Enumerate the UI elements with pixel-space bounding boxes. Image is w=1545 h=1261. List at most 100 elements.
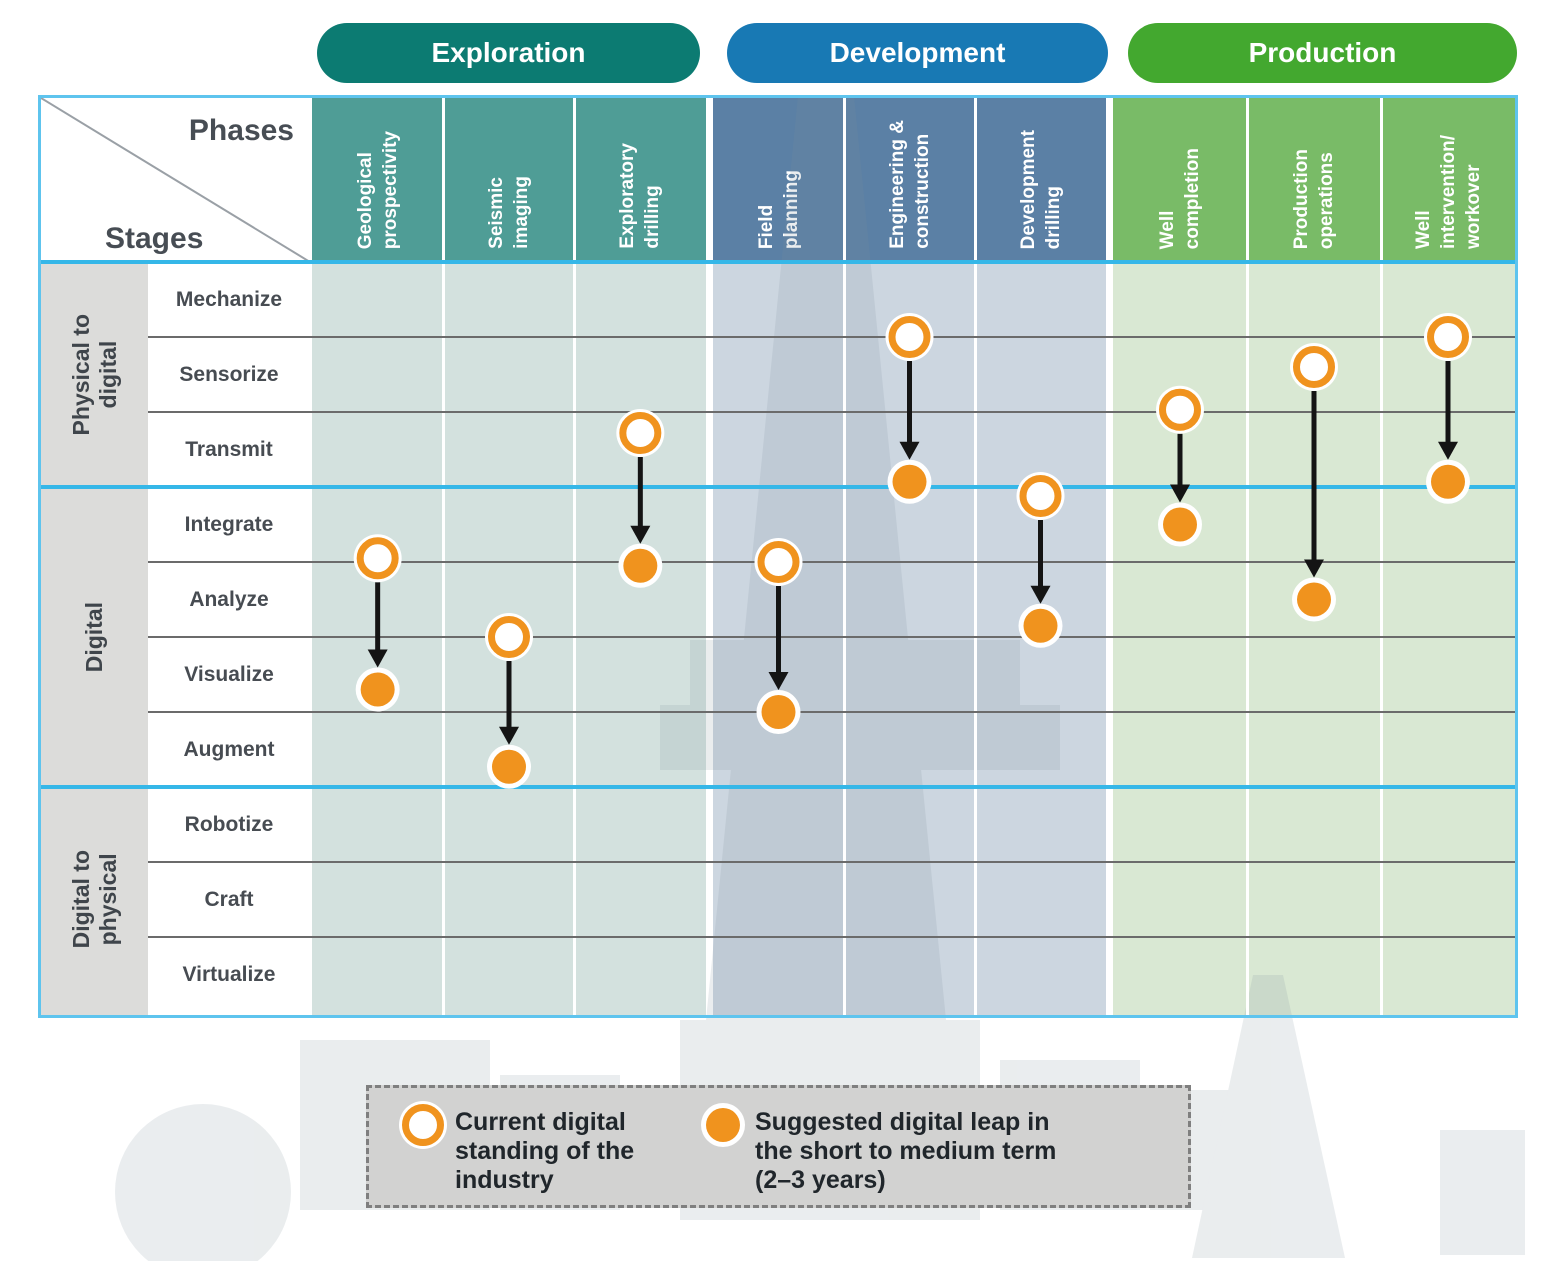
column-separator — [441, 98, 445, 1015]
stage-label-augment: Augment — [183, 737, 275, 761]
stage-label-virtualize: Virtualize — [182, 962, 276, 986]
diagonal-divider — [41, 98, 310, 262]
column-header-exploratory-drilling: Exploratory drilling — [575, 98, 706, 262]
suggested-leap-marker — [1023, 608, 1058, 643]
column-header-label: Production operations — [1291, 148, 1337, 249]
filled-legend-marker — [706, 1107, 740, 1142]
stage-label-mechanize: Mechanize — [175, 287, 283, 311]
current-standing-marker — [1159, 388, 1201, 431]
group-separator-line — [41, 785, 1515, 789]
leap-marker-production-operations — [1290, 343, 1338, 622]
leap-arrowhead — [1030, 585, 1051, 604]
legend-item-current: Current digital standing of the industry — [397, 1099, 697, 1195]
stage-label-sensorize: Sensorize — [179, 362, 279, 386]
legend-label-target: Suggested digital leap in the short to m… — [755, 1107, 1057, 1194]
column-header-label: Development drilling — [1017, 129, 1064, 249]
stage-label-craft: Craft — [204, 887, 254, 911]
column-header-development-drilling: Development drilling — [975, 98, 1106, 262]
current-standing-marker — [1427, 316, 1469, 358]
column-header-label: Engineering & construction — [886, 120, 933, 249]
suggested-leap-marker — [1431, 464, 1465, 499]
phase-header-band: Well completion Production operations Well… — [1113, 98, 1515, 262]
leap-marker-well-intervention-workover — [1424, 313, 1472, 504]
filled-circle-icon — [701, 1102, 745, 1147]
leap-marker-engineering-construction — [885, 313, 934, 504]
column-header-label: Field planning — [755, 169, 802, 249]
suggested-leap-marker — [1297, 582, 1331, 617]
maturity-matrix: Phases Stages Physical to digital Digital… — [38, 95, 1518, 1018]
leap-marker-development-drilling — [1016, 472, 1065, 648]
column-header-engineering-construction: Engineering & construction — [844, 98, 975, 262]
stage-separator-line — [148, 711, 1515, 713]
stage-separator-line — [148, 336, 1515, 338]
leap-arrowhead — [1438, 441, 1458, 460]
suggested-leap-marker — [360, 672, 395, 707]
corner-cell: Phases Stages — [41, 98, 310, 262]
column-separator — [973, 98, 977, 1015]
stage-separator-line — [148, 936, 1515, 938]
phase-pill-production: Production — [1128, 23, 1517, 83]
suggested-leap-marker — [492, 749, 526, 784]
group-separator-line — [41, 260, 1515, 264]
phase-header-band: Geological prospectivity Seismic imaging E… — [312, 98, 706, 262]
leap-marker-well-completion — [1156, 385, 1204, 547]
stage-label-column: Mechanize Sensorize Transmit Integrate Analy… — [148, 262, 310, 1015]
leap-arrowhead — [899, 441, 920, 460]
suggested-leap-marker — [892, 464, 927, 499]
leap-marker-field-planning — [754, 538, 803, 734]
legend-label-current: Current digital standing of the industry — [455, 1107, 635, 1194]
column-separator — [842, 98, 846, 1015]
phase-pill-development: Development — [727, 23, 1108, 83]
current-standing-marker — [757, 541, 800, 583]
current-standing-marker — [619, 412, 662, 454]
column-header-seismic-imaging: Seismic imaging — [443, 98, 574, 262]
column-separator — [573, 98, 577, 1015]
stage-label-robotize: Robotize — [184, 812, 274, 836]
leap-marker-geological-prospectivity — [353, 534, 402, 712]
matrix-body: Phases Stages Physical to digital Digital… — [41, 98, 1515, 1015]
open-circle-icon — [399, 1100, 447, 1149]
stage-separator-line — [148, 411, 1515, 413]
stage-group-column: Physical to digital Digital Digital to phy… — [41, 262, 148, 1015]
suggested-leap-marker — [761, 695, 796, 729]
leap-marker-exploratory-drilling — [616, 409, 665, 588]
column-separator — [1245, 98, 1249, 1015]
stage-label-analyze: Analyze — [189, 587, 269, 611]
stage-separator-line — [148, 561, 1515, 563]
leap-arrowhead — [1170, 484, 1190, 503]
group-separator-line — [41, 485, 1515, 489]
storage-sphere-silhouette — [115, 1104, 291, 1261]
column-separator — [1379, 98, 1383, 1015]
stage-label-integrate: Integrate — [184, 512, 274, 536]
column-header-geological-prospectivity: Geological prospectivity — [312, 98, 443, 262]
stage-separator-line — [148, 861, 1515, 863]
current-standing-marker — [1019, 475, 1062, 517]
column-header-well-completion: Well completion — [1113, 98, 1247, 262]
column-header-label: Exploratory drilling — [617, 143, 664, 249]
leap-arrowhead — [768, 672, 789, 690]
column-header-label: Well completion — [1157, 147, 1203, 249]
current-standing-marker — [356, 537, 399, 580]
stage-label-visualize: Visualize — [184, 662, 274, 686]
column-header-well-intervention-workover: Well intervention/ workover — [1381, 98, 1515, 262]
leap-arrowhead — [630, 525, 651, 544]
stage-separator-line — [148, 636, 1515, 638]
current-standing-marker — [1293, 346, 1335, 388]
column-header-label: Well intervention/ workover — [1412, 134, 1484, 249]
phases-axis-label: Phases — [188, 114, 294, 147]
open-legend-marker — [402, 1103, 444, 1146]
phase-header-band: Field planning Engineering & construction… — [713, 98, 1106, 262]
column-header-field-planning: Field planning — [713, 98, 844, 262]
leap-arrowhead — [367, 649, 388, 668]
legend: Current digital standing of the industry… — [366, 1085, 1191, 1208]
phase-pill-exploration: Exploration — [317, 23, 700, 83]
legend-item-target: Suggested digital leap in the short to m… — [697, 1099, 1056, 1195]
stages-axis-label: Stages — [105, 222, 204, 255]
leap-arrowhead — [1304, 559, 1324, 578]
suggested-leap-marker — [623, 548, 658, 583]
column-header-label: Geological prospectivity — [354, 130, 401, 249]
markers-layer — [353, 313, 1472, 789]
column-header-production-operations: Production operations — [1247, 98, 1381, 262]
current-standing-marker — [888, 316, 931, 358]
